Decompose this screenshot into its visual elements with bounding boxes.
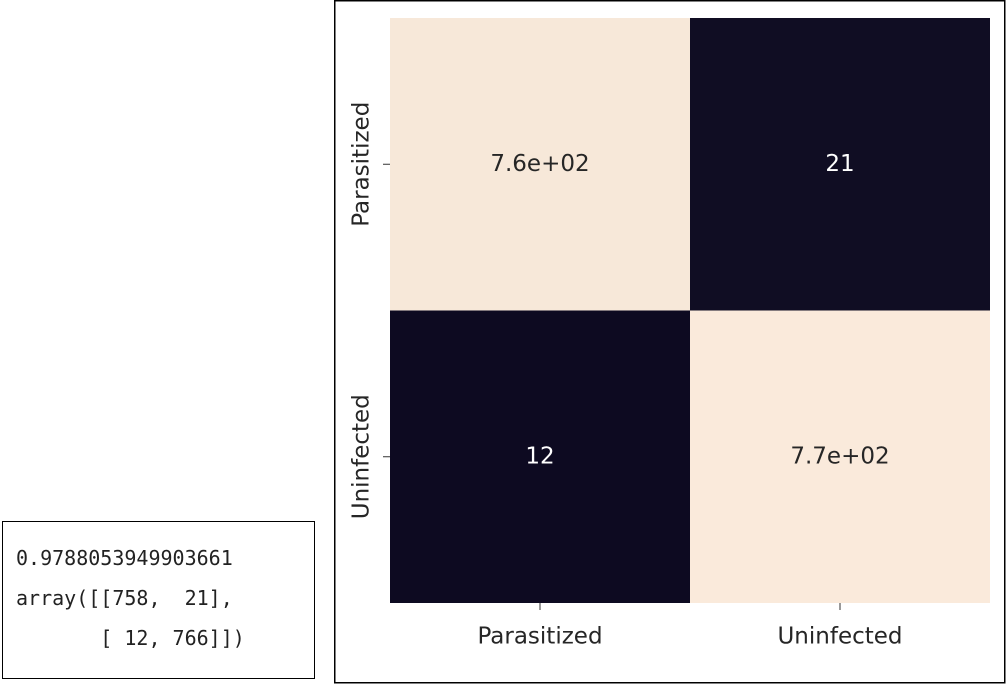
heatmap-cell [690,18,990,311]
heatmap-cell [390,310,690,603]
chart-frame [334,0,1006,684]
output-line: 0.9788053949903661 [16,546,233,570]
cell-label: 12 [525,443,554,469]
output-box: 0.9788053949903661 array([[758, 21], [ 12… [2,521,315,679]
cell-label: 7.7e+02 [790,443,889,469]
y-tick-label: Parasitized [349,102,375,227]
output-line: array([[758, 21], [16,586,233,610]
x-tick-label: Parasitized [477,624,602,650]
output-line: [ 12, 766]]) [16,626,245,650]
chart: 7.6e+02 21 12 7.7e+02 Parasitized Uninfected P… [334,0,1006,684]
cell-label: 7.6e+02 [490,151,589,177]
heatmap-cell [690,310,990,603]
x-tick-label: Uninfected [777,624,902,650]
cell-label: 21 [825,151,854,177]
y-tick-label: Uninfected [349,394,375,519]
heatmap-cell [390,18,690,311]
